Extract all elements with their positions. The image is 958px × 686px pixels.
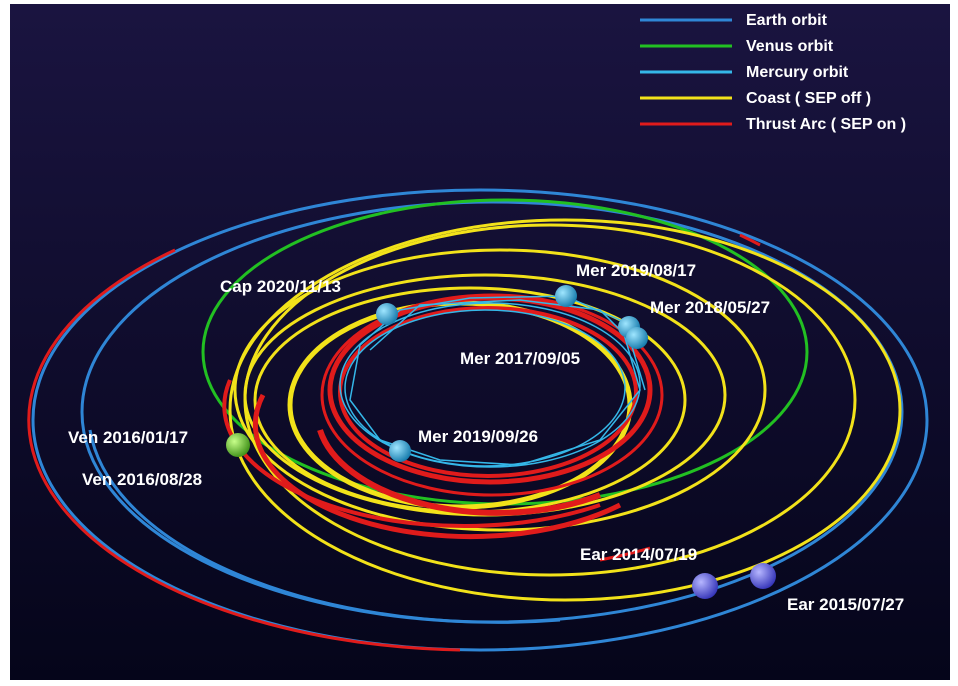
earth-orbit-outer [27,188,929,652]
earth-orbit-inner [80,200,904,624]
mercury-body-2017-icon [626,327,648,349]
legend-label: Thrust Arc ( SEP on ) [746,116,906,133]
diagram-background [10,4,950,680]
mercury-body-cap-2020-icon [376,303,398,325]
label-mer-2019-09: Mer 2019/09/26 [418,427,538,446]
label-ven-2016-08: Ven 2016/08/28 [82,470,202,489]
mercury-body-2019-08-icon [555,285,577,307]
label-mer-2018: Mer 2018/05/27 [650,298,770,317]
label-mer-2017: Mer 2017/09/05 [460,349,580,368]
legend-label: Earth orbit [746,12,828,29]
earth-body-2015-icon [750,563,776,589]
label-ven-2016-01: Ven 2016/01/17 [68,428,188,447]
legend: Earth orbit Venus orbit Mercury orbit Coast… [640,12,906,133]
legend-label: Mercury orbit [746,64,849,81]
venus-body-icon [226,433,250,457]
legend-label: Coast ( SEP off ) [746,90,871,107]
earth-body-2014-icon [692,573,718,599]
label-cap-2020: Cap 2020/11/13 [220,277,341,296]
label-ear-2015: Ear 2015/07/27 [787,595,904,614]
mercury-body-2019-09-icon [389,440,411,462]
label-mer-2019-08: Mer 2019/08/17 [576,261,696,280]
legend-label: Venus orbit [746,38,834,55]
label-ear-2014: Ear 2014/07/19 [580,545,697,564]
